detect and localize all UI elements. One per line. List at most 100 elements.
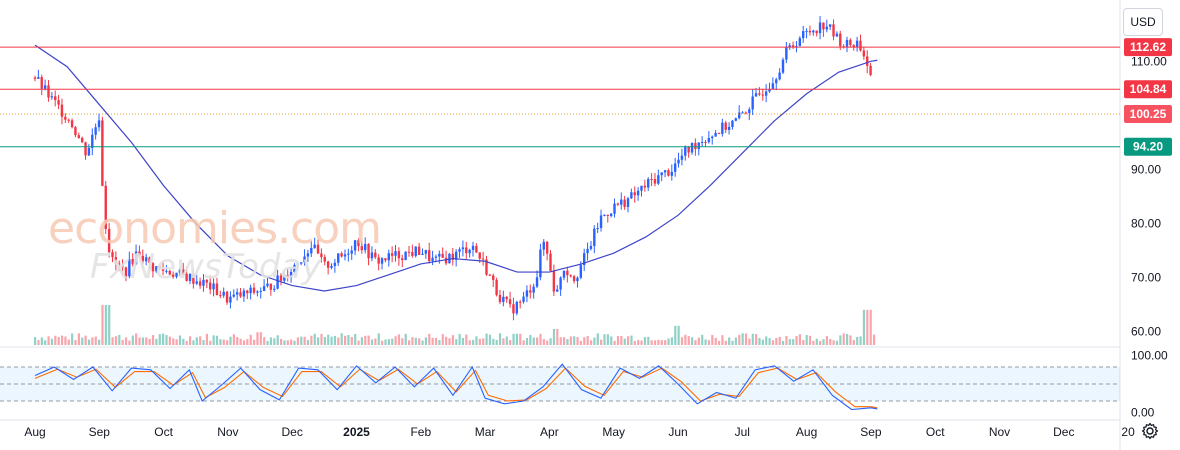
candle-body — [603, 214, 606, 216]
candle-body — [717, 132, 721, 134]
candle-body — [677, 159, 680, 164]
volume-bar — [455, 339, 458, 345]
candle-body — [273, 288, 276, 290]
volume-bar — [394, 336, 397, 345]
volume-bar — [842, 333, 845, 345]
volume-bar — [407, 340, 411, 345]
candle-body — [441, 253, 444, 258]
volume-bar — [778, 336, 781, 345]
candle-body — [845, 39, 849, 47]
volume-bar — [387, 339, 390, 345]
time-tick-label: Sep — [89, 425, 111, 439]
candle-body — [380, 258, 384, 264]
volume-bar — [300, 336, 303, 345]
candle-body — [262, 286, 266, 291]
volume-bar — [775, 337, 778, 345]
candle-body — [663, 170, 667, 173]
candle-body — [744, 112, 748, 114]
candle-body — [522, 296, 525, 302]
candle-body — [512, 304, 515, 314]
candle-body — [552, 270, 556, 292]
candle-body — [205, 279, 209, 283]
candle-body — [185, 273, 188, 281]
time-tick-label: Apr — [540, 425, 559, 439]
candle-body — [471, 245, 475, 250]
candle-body — [657, 175, 660, 184]
volume-bar — [290, 339, 293, 345]
candle-body — [778, 72, 781, 80]
volume-bar — [64, 336, 67, 345]
candle-body — [498, 294, 502, 303]
candle-body — [670, 171, 674, 176]
volume-bar — [256, 332, 259, 345]
volume-bar — [175, 339, 178, 345]
volume-bar — [47, 336, 50, 345]
volume-bar — [401, 338, 404, 345]
time-tick-label: Nov — [989, 425, 1010, 439]
volume-bar — [603, 334, 606, 345]
volume-bar — [421, 340, 424, 345]
candle-body — [296, 263, 300, 265]
volume-bar — [259, 332, 262, 345]
candle-body — [485, 259, 488, 275]
candle-body — [694, 143, 697, 150]
volume-bar — [623, 338, 626, 345]
price-tick-label: 90.00 — [1131, 162, 1161, 176]
volume-bar — [751, 333, 754, 345]
volume-bar — [54, 335, 57, 345]
currency-button[interactable]: USD — [1123, 8, 1163, 36]
candle-body — [465, 247, 468, 254]
candle-body — [118, 263, 121, 265]
volume-bar — [121, 339, 124, 345]
volume-bar — [162, 333, 165, 345]
candle-body — [714, 132, 717, 137]
candle-body — [417, 246, 421, 255]
candle-body — [178, 269, 182, 273]
candle-body — [222, 291, 225, 296]
volume-bar — [482, 338, 485, 345]
candle-body — [256, 291, 259, 293]
volume-bar — [674, 325, 677, 345]
candle-body — [165, 270, 168, 272]
candle-body — [643, 185, 647, 188]
candle-body — [229, 296, 232, 303]
volume-bar — [512, 333, 515, 345]
candle-body — [225, 291, 229, 303]
volume-bar — [445, 336, 448, 345]
level-badge-text-104.84: 104.84 — [1130, 82, 1167, 96]
candle-body — [768, 88, 771, 92]
candle-body — [299, 262, 303, 264]
candle-body — [239, 292, 242, 297]
volume-bar — [667, 338, 670, 345]
time-tick-label: Dec — [1053, 425, 1074, 439]
candle-body — [859, 40, 862, 51]
candle-body — [620, 199, 623, 205]
settings-gear-icon[interactable] — [1141, 422, 1159, 440]
volume-bar — [613, 340, 616, 345]
volume-bar — [724, 340, 727, 345]
volume-bar — [158, 334, 161, 345]
candle-body — [721, 122, 724, 134]
volume-bar — [269, 337, 273, 345]
time-tick-label: Sep — [860, 425, 882, 439]
candle-body — [444, 257, 448, 264]
candle-body — [545, 241, 549, 254]
oscillator-tick-label: 100.00 — [1131, 349, 1168, 363]
candle-body — [374, 252, 377, 258]
volume-bar — [620, 335, 623, 345]
stochastic-k-line — [34, 363, 878, 411]
volume-bar — [141, 337, 145, 345]
volume-bar — [573, 336, 576, 345]
candle-body — [43, 85, 47, 89]
candle-body — [323, 257, 326, 262]
candle-body — [279, 275, 283, 281]
candle-body — [832, 24, 835, 37]
candle-body — [293, 264, 296, 272]
volume-bar — [552, 329, 556, 345]
volume-bar — [815, 338, 818, 345]
candle-body — [711, 136, 714, 139]
candle-body — [242, 290, 246, 297]
candle-body — [60, 104, 64, 117]
candle-body — [74, 127, 77, 136]
